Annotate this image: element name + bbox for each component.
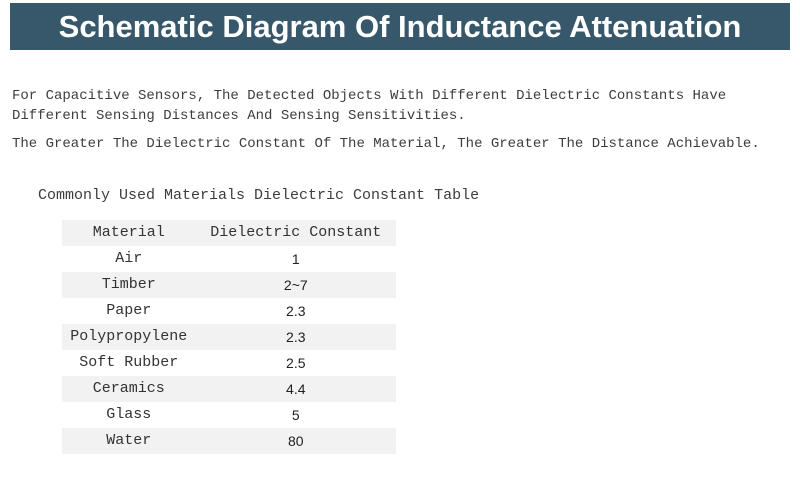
table-row: Paper 2.3 — [62, 298, 396, 324]
table-row: Water 80 — [62, 428, 396, 454]
material-cell: Paper — [106, 302, 152, 319]
page-title: Schematic Diagram Of Inductance Attenuat… — [58, 8, 742, 44]
table-row: Air 1 — [62, 246, 396, 272]
material-cell: Polypropylene — [70, 328, 188, 345]
material-cell: Timber — [101, 276, 156, 293]
intro-paragraph-1: For Capacitive Sensors, The Detected Obj… — [12, 88, 727, 124]
constant-cell: 4.4 — [286, 381, 306, 397]
table-header-row: Material Dielectric Constant — [62, 220, 396, 246]
table-title: Commonly Used Materials Dielectric Const… — [38, 187, 480, 204]
material-cell: Glass — [106, 406, 152, 423]
constant-column-header: Dielectric Constant — [210, 224, 382, 241]
material-cell: Soft Rubber — [79, 354, 179, 371]
table-row: Glass 5 — [62, 402, 396, 428]
table-row: Polypropylene 2.3 — [62, 324, 396, 350]
constant-cell: 2~7 — [283, 277, 308, 293]
material-column-header: Material — [92, 224, 165, 241]
constant-cell: 2.5 — [286, 355, 306, 371]
constant-cell: 80 — [288, 433, 304, 449]
constant-cell: 2.3 — [286, 329, 306, 345]
material-cell: Water — [106, 432, 152, 449]
constant-cell: 1 — [291, 251, 300, 267]
material-cell: Ceramics — [92, 380, 165, 397]
table-row: Soft Rubber 2.5 — [62, 350, 396, 376]
table-row: Timber 2~7 — [62, 272, 396, 298]
constant-cell: 2.3 — [286, 303, 306, 319]
constant-cell: 5 — [291, 407, 300, 423]
content-area: For Capacitive Sensors, The Detected Obj… — [12, 86, 790, 454]
intro-paragraph-2: The Greater The Dielectric Constant Of T… — [12, 136, 760, 152]
material-cell: Air — [115, 250, 143, 267]
table-row: Ceramics 4.4 — [62, 376, 396, 402]
dielectric-table-body: Air 1 Timber 2~7 Paper 2.3 Polypropylene 2.3 Sof… — [62, 246, 396, 454]
dielectric-table: Material Dielectric Constant Air 1 Timber 2… — [62, 220, 396, 454]
title-banner: Schematic Diagram Of Inductance Attenuat… — [10, 3, 790, 50]
